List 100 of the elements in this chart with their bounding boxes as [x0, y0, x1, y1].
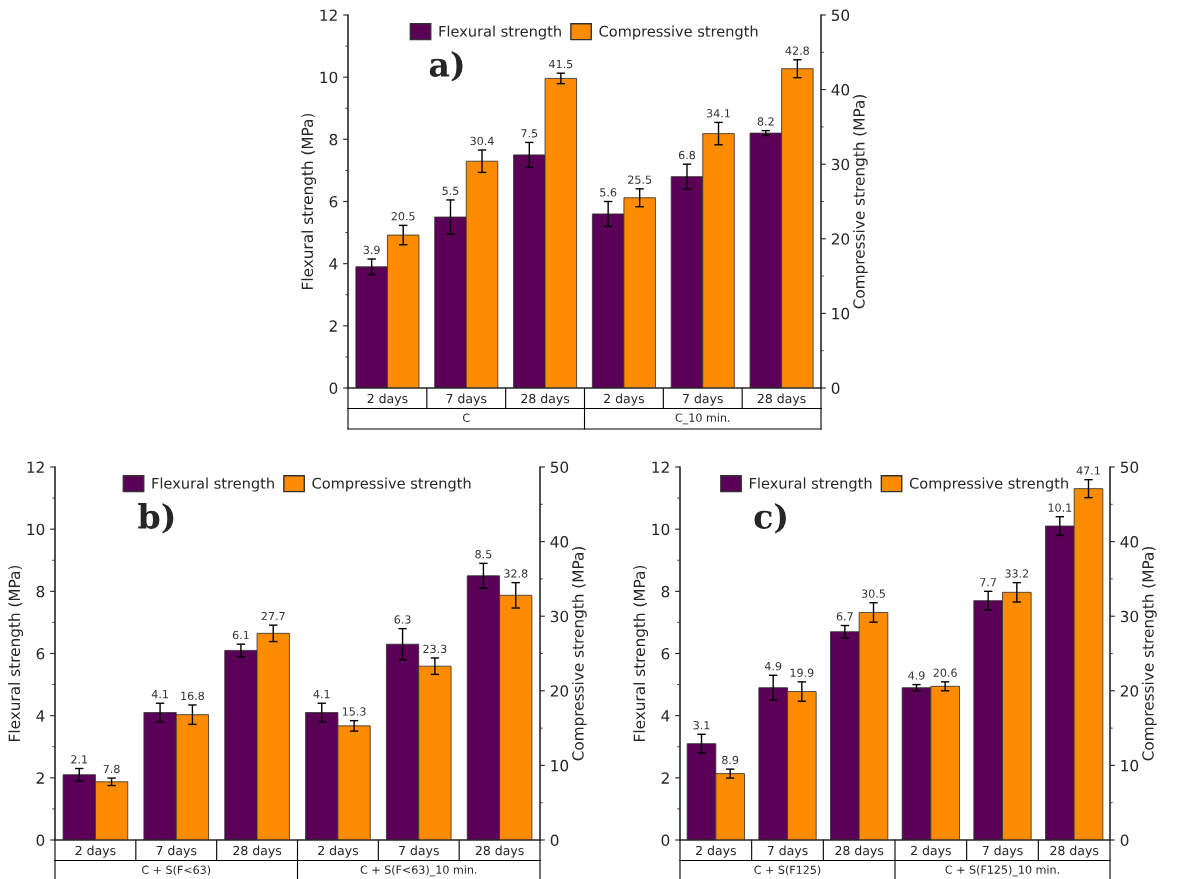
data-label: 6.1: [232, 630, 249, 640]
data-label: 10.1: [1048, 503, 1072, 512]
y2-tick-label: 30: [1120, 610, 1139, 623]
x-tick-label: 28 days: [835, 845, 884, 858]
y2-tick-label: 40: [831, 84, 850, 96]
y2-tick-label: 10: [551, 759, 569, 772]
y2-tick-label: 40: [550, 536, 569, 548]
data-label: 2.1: [71, 755, 88, 764]
y-axis-title: Flexural strength (MPa): [633, 565, 649, 741]
x-tick-label: 2 days: [318, 845, 359, 858]
y-tick-label: 2: [661, 772, 669, 784]
y2-axis-title: Compressive strength (MPa): [1141, 547, 1157, 761]
data-label: 4.1: [313, 690, 330, 699]
data-label: 30.4: [470, 136, 494, 146]
x-tick-label: 7 days: [767, 845, 808, 858]
data-label: 20.5: [391, 212, 415, 221]
legend-label: Compressive strength: [599, 25, 758, 40]
y2-axis-title: Compressive strength (MPa): [571, 547, 587, 761]
text: C + S(F<63): [142, 865, 211, 876]
data-label: 15.3: [342, 707, 366, 716]
y2-tick-label: 10: [832, 307, 850, 320]
x-tick-label: 28 days: [521, 393, 570, 406]
y2-tick-label: 20: [550, 685, 569, 697]
y-tick-label: 10: [27, 523, 45, 536]
x-tick-label: 2 days: [75, 845, 116, 858]
x-tick-label: 2 days: [911, 845, 951, 858]
y2-tick-label: 30: [550, 610, 569, 623]
y-tick-label: 12: [320, 9, 337, 21]
legend-label: Flexural strength: [439, 25, 561, 40]
x-tick-label: 2 days: [367, 393, 408, 406]
y-axis-title: Flexural strength (MPa): [8, 565, 24, 741]
data-label: 4.9: [764, 661, 782, 671]
y2-axis-title: Compressive strength (MPa): [852, 95, 868, 309]
legend-label: Flexural strength: [152, 477, 274, 492]
y-tick-label: 6: [661, 647, 670, 660]
y-tick-label: 12: [27, 461, 44, 473]
x-tick-label: 7 days: [446, 393, 487, 406]
data-label: 5.5: [442, 186, 459, 196]
y-tick-label: 12: [652, 461, 669, 473]
x-tick-label: 28 days: [1050, 845, 1099, 858]
legend-label: Compressive strength: [909, 477, 1068, 492]
y2-tick-label: 10: [1121, 759, 1139, 772]
y-tick-label: 8: [661, 585, 670, 598]
y-tick-label: 2: [36, 772, 44, 784]
data-label: 5.6: [600, 188, 617, 197]
text: c): [754, 503, 786, 534]
data-label: 7.5: [521, 129, 538, 138]
y-tick-label: 8: [329, 133, 338, 146]
data-label: 4.1: [151, 690, 168, 699]
data-label: 16.8: [181, 691, 205, 701]
y-axis-title: Flexural strength (MPa): [301, 113, 317, 289]
data-label: 19.9: [790, 668, 814, 677]
x-tick-label: 28 days: [233, 845, 282, 858]
x-tick-label: 28 days: [475, 845, 524, 858]
text: C + S(F125): [754, 865, 821, 876]
x-tick-label: 7 days: [982, 845, 1023, 858]
y2-tick-label: 20: [831, 233, 850, 245]
data-label: 30.5: [861, 589, 885, 598]
x-tick-label: 2 days: [696, 845, 736, 858]
data-label: 23.3: [423, 644, 447, 654]
y-tick-label: 0: [329, 382, 338, 395]
y-tick-label: 10: [320, 71, 338, 84]
y-tick-label: 6: [36, 647, 45, 660]
y-tick-label: 4: [329, 258, 338, 270]
y2-tick-label: 20: [1120, 685, 1139, 697]
y2-tick-label: 0: [550, 834, 559, 847]
data-label: 33.2: [1005, 569, 1029, 578]
y2-tick-label: 50: [831, 9, 850, 22]
data-label: 7.8: [103, 764, 120, 774]
y-tick-label: 2: [329, 320, 337, 332]
y-tick-label: 6: [329, 195, 338, 208]
y2-tick-label: 30: [831, 158, 850, 171]
data-label: 27.7: [261, 611, 285, 621]
x-tick-label: 2 days: [604, 393, 645, 406]
y2-tick-label: 0: [831, 382, 840, 395]
text: a): [429, 51, 463, 82]
y2-tick-label: 0: [1120, 834, 1129, 847]
data-label: 42.8: [785, 46, 809, 55]
data-label: 34.1: [706, 109, 730, 118]
data-label: 20.6: [933, 668, 957, 677]
x-tick-label: 7 days: [399, 845, 439, 858]
data-label: 8.5: [475, 550, 492, 559]
text: C_10 min.: [675, 413, 730, 425]
data-label: 47.1: [1076, 466, 1100, 475]
data-label: 8.9: [722, 755, 739, 765]
text: C: [462, 413, 470, 422]
y2-tick-label: 50: [550, 461, 569, 474]
y-tick-label: 4: [36, 710, 45, 722]
legend-label: Compressive strength: [312, 477, 471, 492]
y-tick-label: 0: [36, 834, 45, 847]
data-label: 3.9: [363, 245, 380, 255]
data-label: 32.8: [504, 569, 528, 578]
data-label: 6.7: [836, 612, 853, 621]
legend-label: Flexural strength: [749, 477, 872, 492]
text: C + S(F<63)_10 min.: [360, 865, 477, 877]
x-tick-label: 7 days: [683, 393, 723, 406]
y-tick-label: 4: [661, 710, 670, 722]
x-tick-label: 28 days: [757, 393, 806, 406]
text: b): [138, 503, 174, 534]
y-tick-label: 10: [652, 523, 670, 536]
